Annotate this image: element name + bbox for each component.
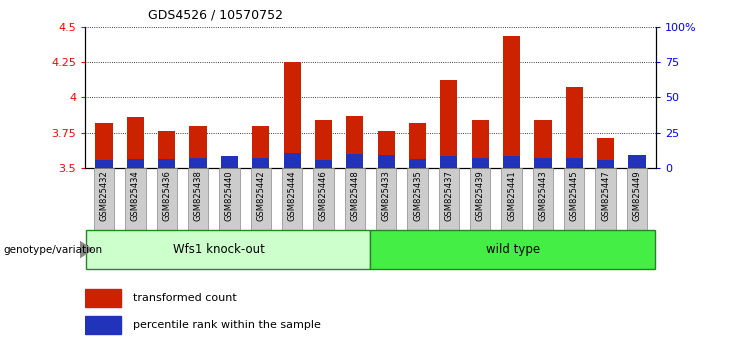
Bar — [219, 168, 239, 230]
Bar — [440, 156, 457, 168]
Bar — [190, 126, 207, 168]
Bar — [378, 155, 395, 168]
Bar — [346, 116, 363, 168]
Bar — [190, 158, 207, 168]
Text: GSM825445: GSM825445 — [570, 170, 579, 221]
Bar — [313, 168, 333, 230]
Text: GSM825443: GSM825443 — [539, 170, 548, 221]
Text: GSM825434: GSM825434 — [131, 170, 140, 221]
Bar — [471, 120, 489, 168]
Bar — [534, 158, 551, 168]
Text: GSM825440: GSM825440 — [225, 170, 234, 221]
Bar — [96, 160, 113, 168]
Text: GSM825433: GSM825433 — [382, 170, 391, 221]
Bar — [315, 120, 332, 168]
Bar — [565, 87, 583, 168]
Bar — [127, 117, 144, 168]
Bar — [221, 156, 238, 168]
Bar — [503, 36, 520, 168]
Bar — [471, 158, 489, 168]
Bar — [284, 153, 301, 168]
Bar — [597, 138, 614, 168]
Bar — [282, 168, 302, 230]
Text: GSM825437: GSM825437 — [445, 170, 453, 221]
Text: GSM825435: GSM825435 — [413, 170, 422, 221]
Bar — [502, 168, 522, 230]
Bar — [534, 120, 551, 168]
Text: transformed count: transformed count — [133, 293, 236, 303]
Bar — [158, 159, 176, 168]
Text: GSM825438: GSM825438 — [193, 170, 202, 221]
Bar — [221, 158, 238, 168]
Bar — [156, 168, 177, 230]
Bar — [188, 168, 208, 230]
Bar — [470, 168, 491, 230]
Bar — [503, 156, 520, 168]
Bar — [409, 159, 426, 168]
Bar — [596, 168, 616, 230]
Bar — [564, 168, 585, 230]
Bar — [345, 168, 365, 230]
Bar — [315, 160, 332, 168]
Bar — [378, 131, 395, 168]
Bar — [94, 168, 114, 230]
Bar — [125, 168, 145, 230]
Text: genotype/variation: genotype/variation — [4, 245, 103, 255]
Bar — [284, 62, 301, 168]
Bar — [440, 80, 457, 168]
Text: GSM825444: GSM825444 — [288, 170, 296, 221]
Text: wild type: wild type — [486, 243, 540, 256]
Text: GSM825439: GSM825439 — [476, 170, 485, 221]
Bar — [346, 154, 363, 168]
Text: GDS4526 / 10570752: GDS4526 / 10570752 — [148, 9, 283, 22]
Bar — [409, 123, 426, 168]
Bar — [628, 165, 645, 168]
Bar — [439, 168, 459, 230]
Text: GSM825442: GSM825442 — [256, 170, 265, 221]
Text: GSM825436: GSM825436 — [162, 170, 171, 221]
Bar — [127, 159, 144, 168]
Bar — [597, 160, 614, 168]
Bar — [158, 131, 176, 168]
Text: GSM825446: GSM825446 — [319, 170, 328, 221]
Text: GSM825449: GSM825449 — [633, 170, 642, 221]
Bar — [96, 123, 113, 168]
Text: GSM825441: GSM825441 — [507, 170, 516, 221]
Bar — [628, 155, 645, 168]
Text: GSM825448: GSM825448 — [350, 170, 359, 221]
Bar — [533, 168, 553, 230]
Text: percentile rank within the sample: percentile rank within the sample — [133, 320, 321, 330]
Bar — [85, 289, 121, 307]
Bar — [376, 168, 396, 230]
Bar — [252, 126, 270, 168]
Polygon shape — [80, 241, 93, 258]
Bar — [627, 168, 647, 230]
Text: GSM825447: GSM825447 — [601, 170, 610, 221]
Bar — [565, 158, 583, 168]
Text: GSM825432: GSM825432 — [99, 170, 108, 221]
Bar — [408, 168, 428, 230]
Bar — [86, 230, 370, 269]
Text: Wfs1 knock-out: Wfs1 knock-out — [173, 243, 265, 256]
Bar — [250, 168, 271, 230]
Bar — [85, 316, 121, 334]
Bar — [370, 230, 655, 269]
Bar — [252, 158, 270, 168]
